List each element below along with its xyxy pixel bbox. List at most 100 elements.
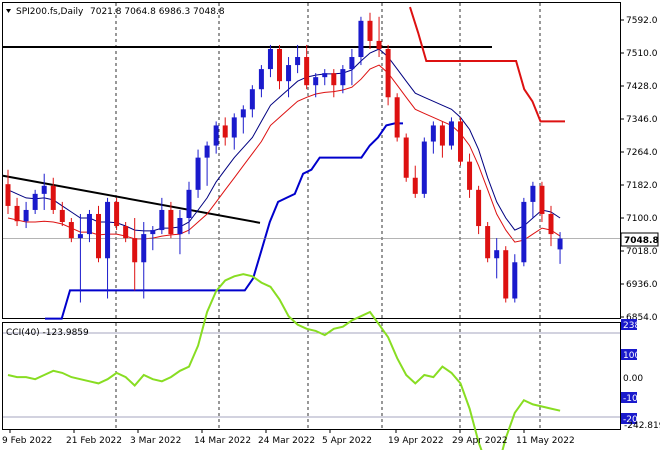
candle-body (557, 238, 563, 250)
time-tick-label: 5 Apr 2022 (322, 436, 372, 446)
price-tick-label: 7264.0 (626, 148, 658, 158)
cci-tick-box (621, 319, 637, 330)
candle-body (68, 222, 74, 239)
current-price-label: 7048.8 (624, 236, 659, 246)
candle-body (96, 213, 101, 259)
candle-body (186, 189, 192, 218)
candle-body (14, 205, 20, 222)
candle-body (394, 97, 400, 138)
main-chart-frame (2, 2, 621, 319)
candle-body (222, 125, 228, 138)
cci-tick-label: -242.819 (624, 421, 660, 431)
cci-label: CCI(40) -123.9859 (6, 328, 89, 338)
cci-level-lines (3, 332, 620, 418)
price-tick-label: 7018.0 (626, 247, 658, 257)
candle-body (458, 121, 463, 162)
candle-body (204, 145, 210, 158)
cci-tick-label: -100 (623, 394, 644, 404)
candle-body (295, 57, 301, 66)
candle-body (521, 201, 527, 263)
candle-body (123, 226, 129, 239)
price-tick-label: 7346.0 (626, 115, 658, 125)
candle-body (159, 209, 165, 231)
candle-body (548, 213, 554, 235)
candle-body (168, 209, 174, 235)
candle-body (476, 189, 482, 227)
time-tick-label: 14 Mar 2022 (194, 436, 251, 446)
candle-body (376, 40, 382, 49)
candle-body (421, 141, 427, 194)
candle-body (132, 238, 138, 263)
candle-body (114, 201, 120, 227)
price-tick-label: 7592.0 (626, 16, 658, 26)
candle-body (32, 193, 38, 210)
price-axis: 7592.0 7510.0 7428.0 7346.0 7264.0 7182.0 7100… (620, 16, 658, 323)
cci-panel-frame (2, 322, 621, 430)
falling-trendline (2, 174, 261, 224)
candle-body (367, 20, 373, 41)
candle-body (105, 201, 111, 259)
candle-body (258, 69, 264, 90)
symbol-dropdown-icon[interactable] (6, 9, 11, 13)
current-price-box (620, 232, 659, 247)
cci-tick-label: 100 (623, 351, 640, 361)
candle-body (5, 184, 11, 206)
candle-body (512, 262, 518, 299)
price-tick-label: 7100.0 (626, 214, 658, 224)
candle-body (240, 109, 246, 118)
time-tick-label: 9 Feb 2022 (2, 436, 52, 446)
candle-body (467, 161, 473, 190)
candle-body (503, 250, 509, 299)
candle-body (50, 185, 56, 210)
candle-body (358, 20, 364, 58)
candle-body (439, 125, 445, 146)
price-tick-label: 7182.0 (626, 181, 658, 191)
time-tick-label: 24 Mar 2022 (258, 436, 315, 446)
cci-series (7, 273, 561, 450)
candle-body (485, 226, 491, 259)
candle-body (385, 48, 391, 98)
candle-body (41, 185, 47, 194)
candles (5, 12, 563, 303)
trailing-stop-lower (45, 122, 403, 320)
cci-tick-box (621, 392, 637, 403)
time-tick-label: 29 Apr 2022 (452, 436, 508, 446)
candle-body (213, 125, 219, 146)
candle-body (150, 230, 156, 235)
chart-ohlc: 7021.8 7064.8 6986.3 7048.8 (90, 7, 225, 17)
candle-body (277, 48, 282, 82)
cci-tick-label: -200 (623, 415, 644, 425)
price-tick-label: 7428.0 (626, 82, 658, 92)
candle-body (177, 218, 183, 235)
time-tick-label: 19 Apr 2022 (388, 436, 444, 446)
candle-body (430, 125, 436, 142)
candle-body (313, 77, 319, 86)
candle-body (267, 48, 273, 70)
candle-body (322, 73, 328, 78)
trailing-stop-upper (409, 6, 565, 123)
candle-body (286, 65, 292, 82)
price-tick-label: 6854.0 (626, 313, 658, 323)
candle-body (86, 213, 92, 235)
candle-body (530, 185, 536, 202)
candle-body (448, 121, 454, 146)
candle-body (77, 234, 83, 239)
candle-body (195, 157, 201, 190)
candle-body (494, 250, 500, 259)
candle-body (412, 177, 418, 194)
candle-body (331, 73, 337, 86)
cci-tick-box (621, 349, 637, 360)
price-tick-label: 7510.0 (626, 49, 658, 59)
candle-body (249, 89, 255, 110)
price-tick-label: 6936.0 (626, 280, 658, 290)
cci-line (7, 273, 561, 450)
cci-tick-box (621, 413, 637, 424)
chart-symbol: SPI200.fs,Daily (16, 7, 84, 17)
candle-body (340, 69, 346, 86)
candle-body (141, 234, 147, 263)
candle-body (23, 209, 29, 222)
candle-body (231, 117, 237, 138)
